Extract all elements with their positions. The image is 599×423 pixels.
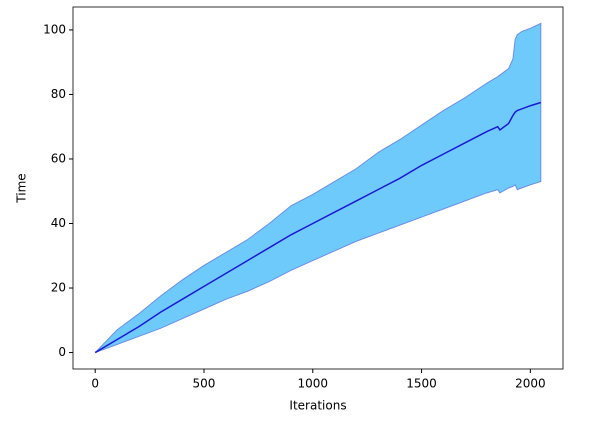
plot-frame [72,6,564,370]
x-tick-label: 2000 [515,377,546,391]
x-tick-label: 1500 [406,377,437,391]
x-tick-label: 500 [193,377,216,391]
y-tick-label: 80 [51,87,66,101]
y-tick-label: 100 [43,22,66,36]
x-tick-label: 0 [91,377,99,391]
mean-line [94,101,542,354]
x-axis-label: Iterations [289,399,346,413]
y-tick-label: 20 [51,281,66,295]
y-tick-label: 60 [51,151,66,165]
y-tick-label: 0 [58,345,66,359]
y-axis-label: Time [15,173,29,203]
confidence-band [94,22,542,354]
x-tick-label: 1000 [298,377,329,391]
y-tick-label: 40 [51,216,66,230]
